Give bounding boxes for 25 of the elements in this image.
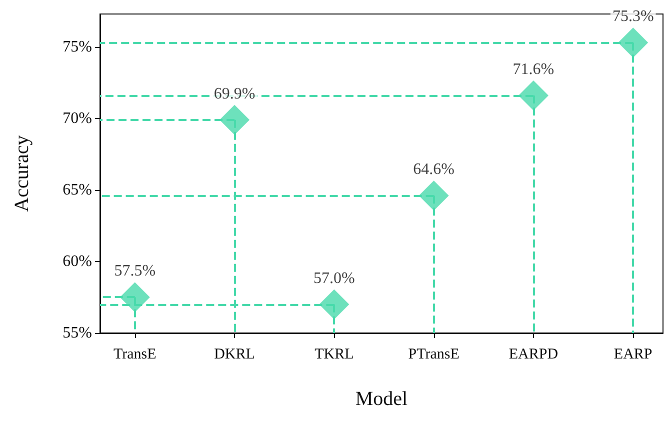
data-label: 69.9% (214, 85, 256, 102)
x-tick-label: EARPD (508, 346, 558, 362)
y-tick-label: 60% (62, 252, 92, 270)
y-tick-label: 75% (62, 38, 92, 56)
data-label: 71.6% (512, 61, 554, 78)
point (418, 180, 449, 211)
x-tick-label: TransE (113, 346, 156, 362)
data-label: 57.0% (314, 270, 355, 287)
point (518, 80, 548, 111)
x-axis-title: Model (355, 388, 408, 410)
x-tick-label: DKRL (214, 346, 255, 362)
y-tick-label: 70% (62, 110, 92, 127)
y-axis-title: Accuracy (11, 135, 33, 212)
data-label: 75.3% (612, 8, 654, 26)
data-label: 57.5% (114, 262, 156, 280)
x-tick-label: EARP (614, 346, 652, 362)
data-label: 64.6% (413, 161, 454, 178)
y-tick-label: 55% (62, 324, 92, 342)
point (220, 104, 250, 135)
x-tick-label: TKRL (314, 346, 354, 362)
x-tick-label: PTransE (408, 346, 460, 362)
point (618, 28, 648, 58)
point (319, 289, 350, 320)
y-tick-label: 65% (62, 181, 92, 198)
point (120, 282, 150, 312)
